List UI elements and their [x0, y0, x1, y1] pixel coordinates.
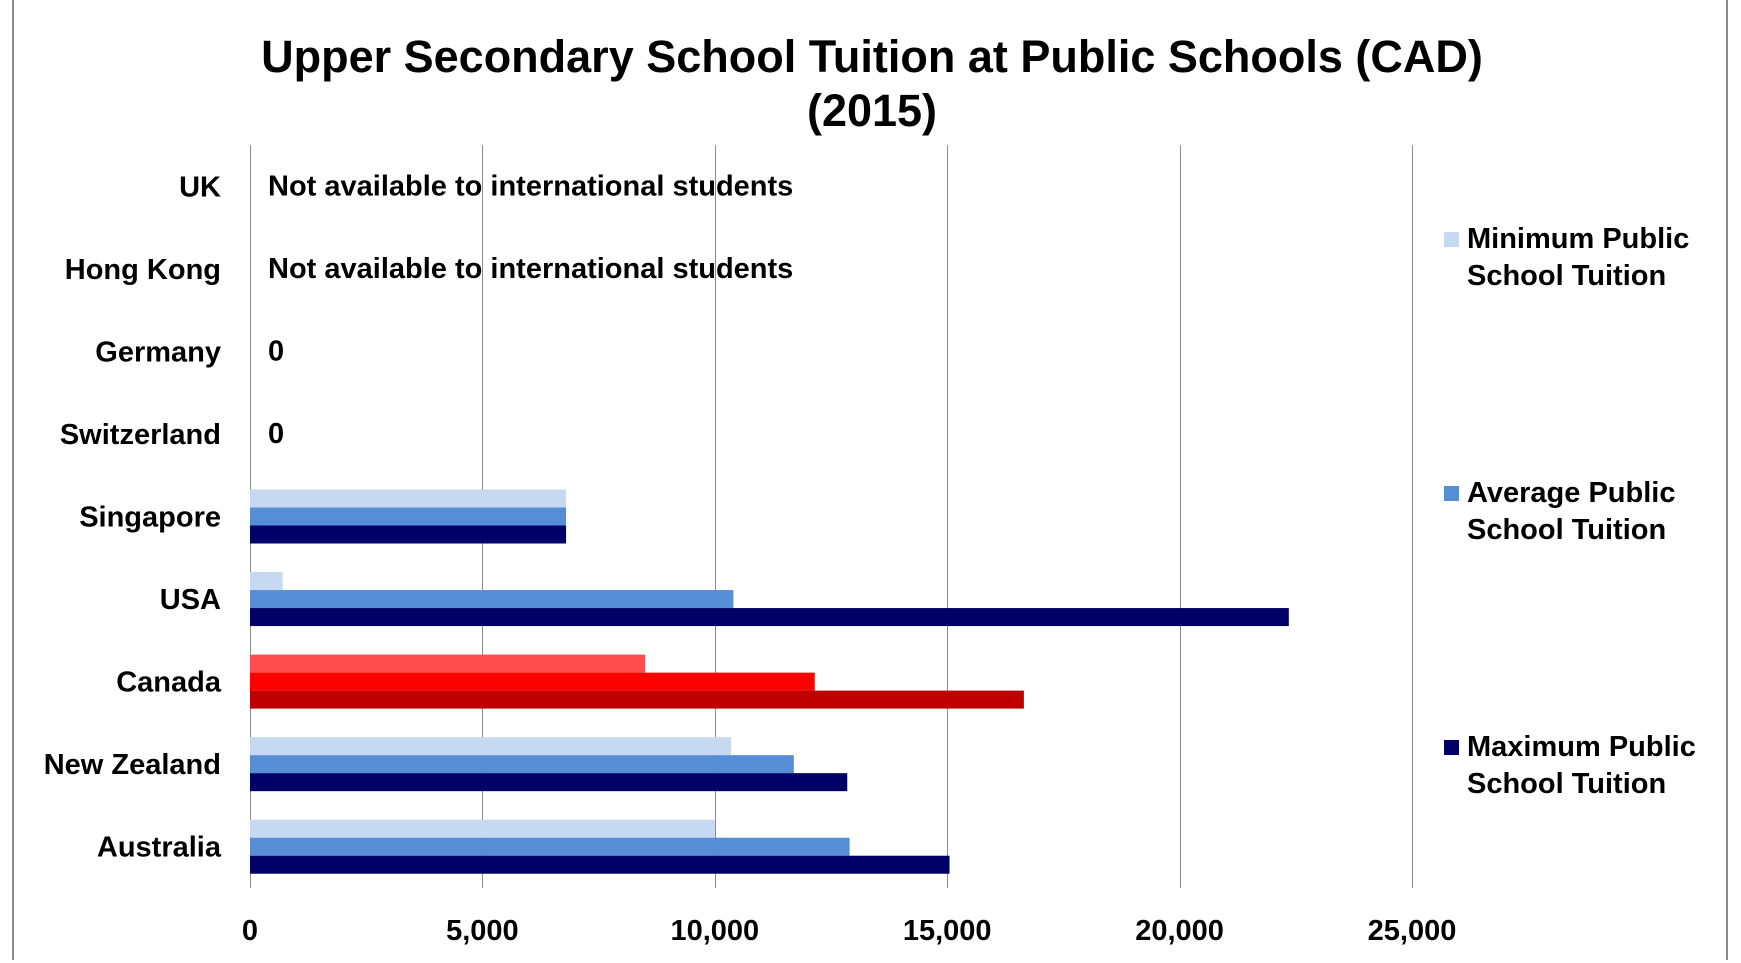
legend-label: Maximum Public — [1467, 731, 1696, 763]
category-label: Canada — [116, 667, 222, 699]
bar — [250, 507, 567, 526]
x-tick-label: 10,000 — [670, 915, 759, 947]
data-annotation: Not available to international students — [268, 253, 793, 285]
legend-label: Minimum Public — [1467, 223, 1689, 255]
category-label: Singapore — [79, 502, 221, 534]
annotations: Not available to international students N… — [268, 170, 793, 450]
category-label: Germany — [95, 336, 221, 368]
chart-subtitle: (2015) — [807, 85, 937, 136]
bar — [250, 489, 567, 508]
bar — [250, 608, 1289, 627]
bar — [250, 837, 850, 856]
data-annotation: 0 — [268, 335, 284, 367]
category-label: Australia — [97, 832, 222, 864]
bar — [250, 755, 794, 774]
category-label: Switzerland — [60, 419, 221, 451]
chart-frame — [12, 0, 1728, 960]
bar — [250, 855, 950, 874]
bar — [250, 773, 848, 792]
x-tick-label: 15,000 — [903, 915, 992, 947]
x-tick-label: 20,000 — [1135, 915, 1224, 947]
category-label: UK — [179, 171, 221, 203]
bar — [250, 525, 567, 544]
bar — [250, 572, 283, 591]
legend-label: Average Public — [1467, 477, 1675, 509]
bar — [250, 654, 646, 673]
legend-label: School Tuition — [1467, 514, 1666, 546]
legend-label: School Tuition — [1467, 768, 1666, 800]
category-label: New Zealand — [44, 749, 221, 781]
bars — [250, 489, 1289, 874]
bar — [250, 737, 732, 756]
bar — [250, 690, 1024, 709]
x-tick-label: 25,000 — [1368, 915, 1457, 947]
bar — [250, 672, 815, 691]
x-tick-label: 0 — [242, 915, 258, 947]
category-label: Hong Kong — [65, 254, 221, 286]
legend: Minimum Public School Tuition Average Publ… — [1444, 223, 1696, 800]
data-annotation: 0 — [268, 418, 284, 450]
data-annotation: Not available to international students — [268, 170, 793, 202]
x-axis-ticks: 0 5,000 10,000 15,000 20,000 25,000 — [242, 915, 1456, 947]
bar — [250, 819, 715, 838]
legend-swatch — [1444, 232, 1459, 247]
x-tick-label: 5,000 — [446, 915, 519, 947]
category-labels: UK Hong Kong Germany Switzerland Singapore US… — [44, 171, 222, 863]
category-label: USA — [160, 584, 221, 616]
legend-swatch — [1444, 740, 1459, 755]
bar — [250, 590, 734, 609]
chart-title: Upper Secondary School Tuition at Public… — [261, 31, 1483, 82]
legend-label: School Tuition — [1467, 260, 1666, 292]
legend-swatch — [1444, 486, 1459, 501]
